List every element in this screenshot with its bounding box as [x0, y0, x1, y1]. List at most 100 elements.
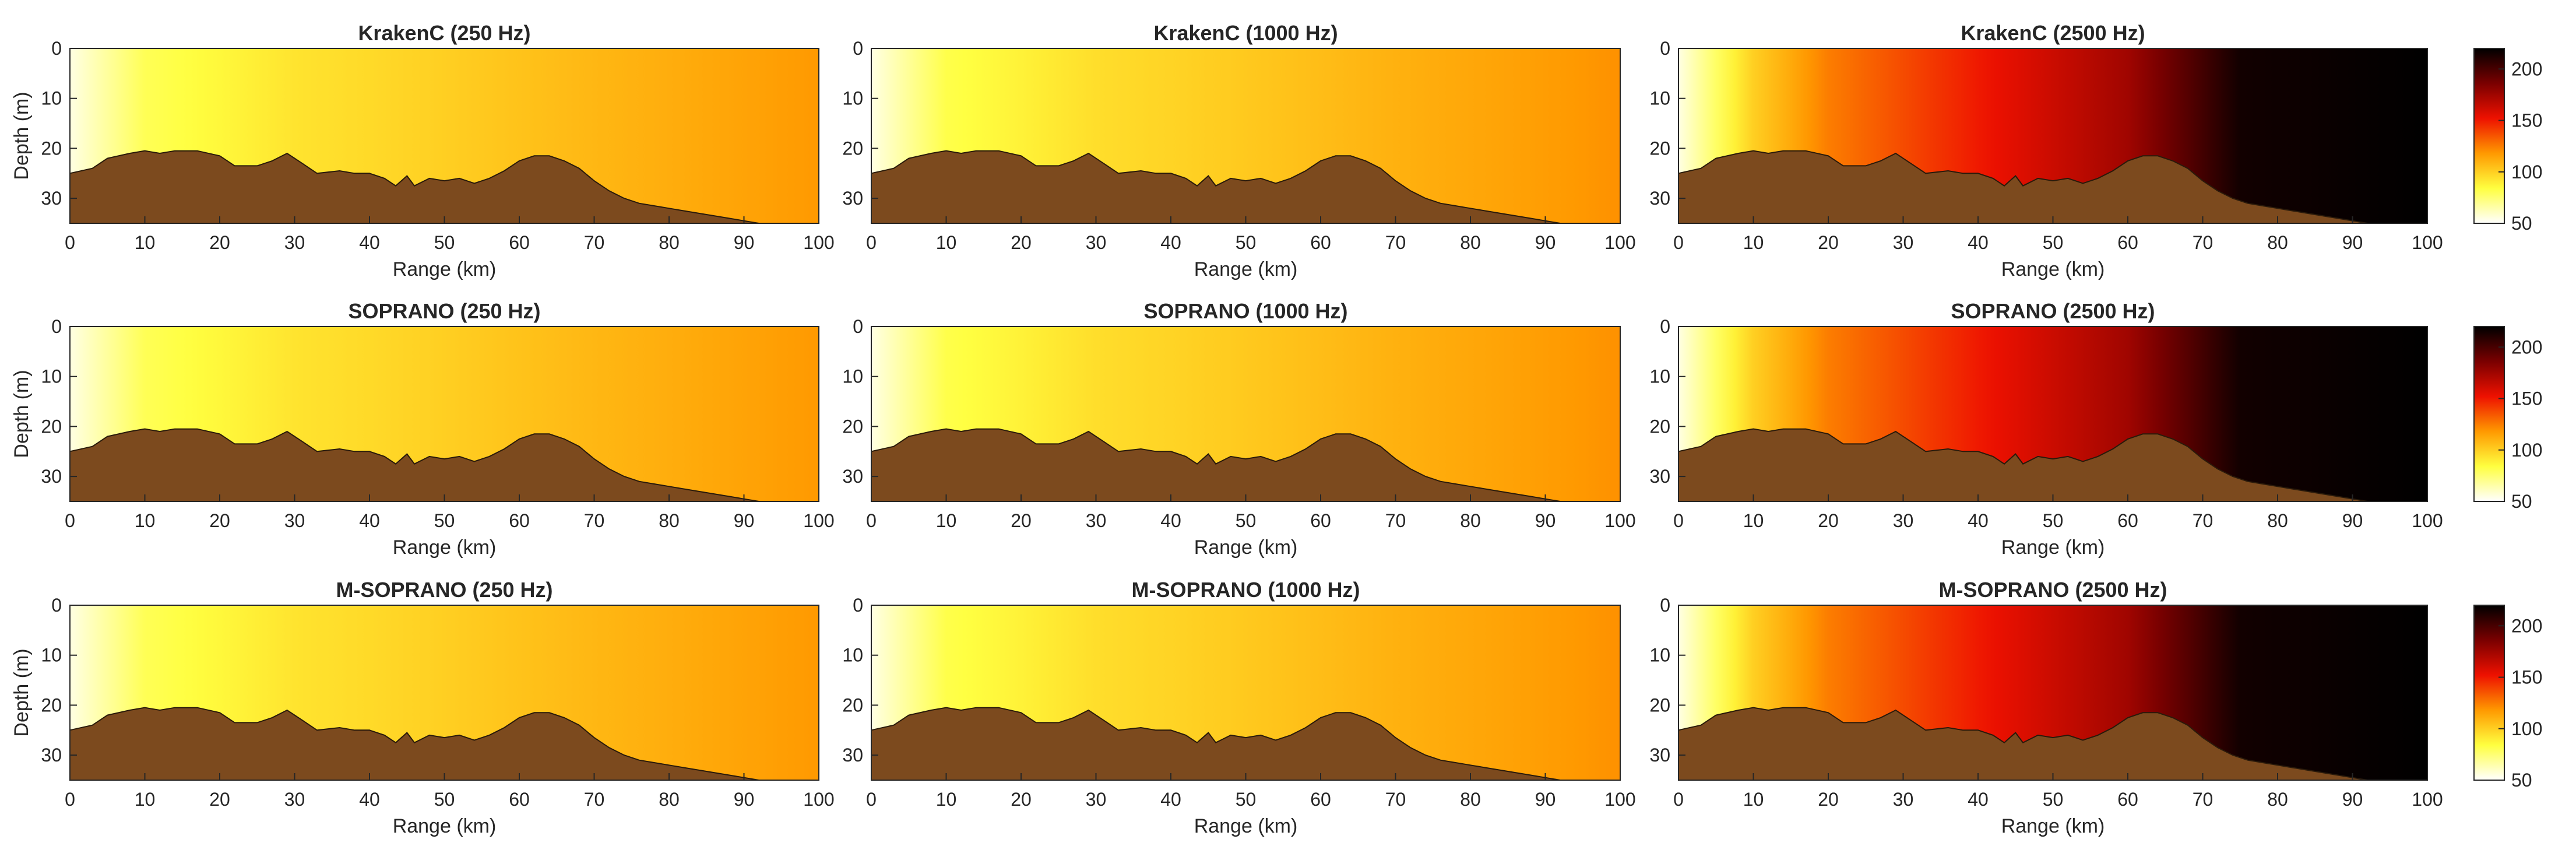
y-tick-label: 20: [1649, 694, 1670, 715]
panel-1-1: 0 10 20 30 40 50 60 70 80 90 100 0 10 20 30 SOPRANO (10…: [842, 299, 1635, 559]
x-tick-label: 90: [734, 789, 755, 810]
x-axis-label: Range (km): [1194, 536, 1298, 559]
x-tick-label: 0: [1673, 510, 1684, 531]
x-tick-label: 50: [434, 789, 455, 810]
colorbar-tick-label: 150: [2511, 667, 2542, 688]
seabed-area: [69, 150, 819, 224]
colorbar-0: 50 100 150 200: [2473, 48, 2542, 234]
x-tick-label: 70: [1385, 789, 1406, 810]
x-axis-label: Range (km): [2001, 536, 2105, 559]
x-tick-label: 30: [1086, 789, 1107, 810]
y-axis-label: Depth (m): [10, 370, 33, 458]
y-tick-label: 20: [842, 694, 863, 715]
x-tick-label: 40: [359, 789, 380, 810]
x-tick-label: 30: [1086, 510, 1107, 531]
y-tick-label: 10: [1649, 88, 1670, 109]
x-tick-label: 0: [866, 510, 877, 531]
x-tick-label: 50: [1236, 510, 1257, 531]
x-tick-label: 80: [2267, 232, 2288, 253]
x-tick-label: 60: [509, 232, 530, 253]
panel-2-2: 0 10 20 30 40 50 60 70 80 90 100 0 10 20 30 M-SOPRANO (…: [1649, 578, 2443, 837]
x-tick-label: 50: [1236, 232, 1257, 253]
x-tick-label: 80: [1460, 232, 1481, 253]
x-tick-label: 80: [1460, 789, 1481, 810]
y-tick-label: 20: [41, 138, 62, 159]
y-axis-label: Depth (m): [10, 648, 33, 736]
x-tick-label: 0: [65, 232, 75, 253]
x-tick-label: 40: [1968, 789, 1989, 810]
x-tick-label: 80: [2267, 510, 2288, 531]
x-tick-label: 60: [1310, 232, 1331, 253]
y-tick-label: 10: [1649, 645, 1670, 666]
x-tick-label: 70: [2193, 510, 2213, 531]
x-tick-label: 40: [1160, 789, 1181, 810]
y-tick-label: 10: [41, 366, 62, 387]
x-axis-label: Range (km): [1194, 815, 1298, 837]
x-tick-label: 0: [1673, 789, 1684, 810]
y-tick-label: 20: [842, 138, 863, 159]
colorbar-scale: [2473, 326, 2505, 502]
x-tick-label: 80: [659, 789, 680, 810]
y-tick-label: 30: [41, 466, 62, 487]
x-tick-label: 70: [1385, 510, 1406, 531]
x-tick-label: 90: [734, 232, 755, 253]
y-tick-label: 10: [1649, 366, 1670, 387]
seabed-area: [69, 707, 819, 781]
x-tick-label: 90: [1535, 232, 1556, 253]
x-tick-label: 100: [2412, 510, 2443, 531]
panel-title: KrakenC (250 Hz): [358, 21, 530, 45]
x-tick-label: 10: [936, 510, 957, 531]
y-tick-label: 0: [1660, 595, 1670, 616]
x-tick-label: 100: [2412, 789, 2443, 810]
x-tick-label: 60: [2117, 789, 2138, 810]
x-tick-label: 60: [2117, 510, 2138, 531]
x-tick-label: 70: [584, 232, 605, 253]
x-tick-label: 100: [1604, 789, 1635, 810]
x-tick-label: 100: [803, 510, 834, 531]
colorbar-tick-label: 200: [2511, 615, 2542, 636]
y-tick-label: 0: [51, 316, 62, 337]
y-tick-label: 10: [842, 366, 863, 387]
x-tick-label: 30: [1893, 232, 1914, 253]
x-tick-label: 50: [434, 232, 455, 253]
x-tick-label: 80: [2267, 789, 2288, 810]
y-tick-label: 30: [41, 188, 62, 209]
x-tick-label: 30: [284, 510, 305, 531]
colorbar-scale: [2473, 48, 2505, 224]
panel-0-0: 0 10 20 30 40 50 60 70 80 90 100 0 10 20 30 KrakenC (25…: [10, 21, 835, 280]
seabed-area: [1678, 150, 2427, 224]
x-tick-label: 0: [65, 789, 75, 810]
x-tick-label: 50: [1236, 789, 1257, 810]
y-tick-label: 0: [853, 38, 863, 59]
seabed-area: [1678, 428, 2427, 502]
x-tick-label: 20: [1011, 510, 1032, 531]
x-tick-label: 90: [2342, 789, 2363, 810]
x-tick-label: 30: [1893, 789, 1914, 810]
y-tick-label: 20: [842, 416, 863, 437]
panel-title: M-SOPRANO (2500 Hz): [1938, 578, 2167, 602]
x-tick-label: 20: [1818, 789, 1839, 810]
x-tick-label: 100: [803, 232, 834, 253]
panel-title: KrakenC (1000 Hz): [1153, 21, 1338, 45]
x-tick-label: 40: [359, 232, 380, 253]
x-tick-label: 70: [2193, 232, 2213, 253]
x-tick-label: 20: [1818, 510, 1839, 531]
x-axis-label: Range (km): [2001, 258, 2105, 280]
x-tick-label: 60: [1310, 510, 1331, 531]
x-tick-label: 100: [1604, 232, 1635, 253]
x-tick-label: 10: [1743, 789, 1764, 810]
colorbar-tick-label: 100: [2511, 440, 2542, 461]
y-tick-label: 30: [1649, 188, 1670, 209]
x-tick-label: 10: [135, 789, 156, 810]
x-tick-label: 0: [866, 232, 877, 253]
colorbar-2: 50 100 150 200: [2473, 605, 2542, 791]
x-tick-label: 0: [1673, 232, 1684, 253]
colorbar-1: 50 100 150 200: [2473, 326, 2542, 512]
seabed-area: [871, 150, 1620, 224]
x-tick-label: 90: [1535, 510, 1556, 531]
y-tick-label: 30: [842, 188, 863, 209]
y-axis-label: Depth (m): [10, 92, 33, 180]
panel-0-1: 0 10 20 30 40 50 60 70 80 90 100 0 10 20 30 KrakenC (10…: [842, 21, 1635, 280]
x-tick-label: 40: [1968, 510, 1989, 531]
